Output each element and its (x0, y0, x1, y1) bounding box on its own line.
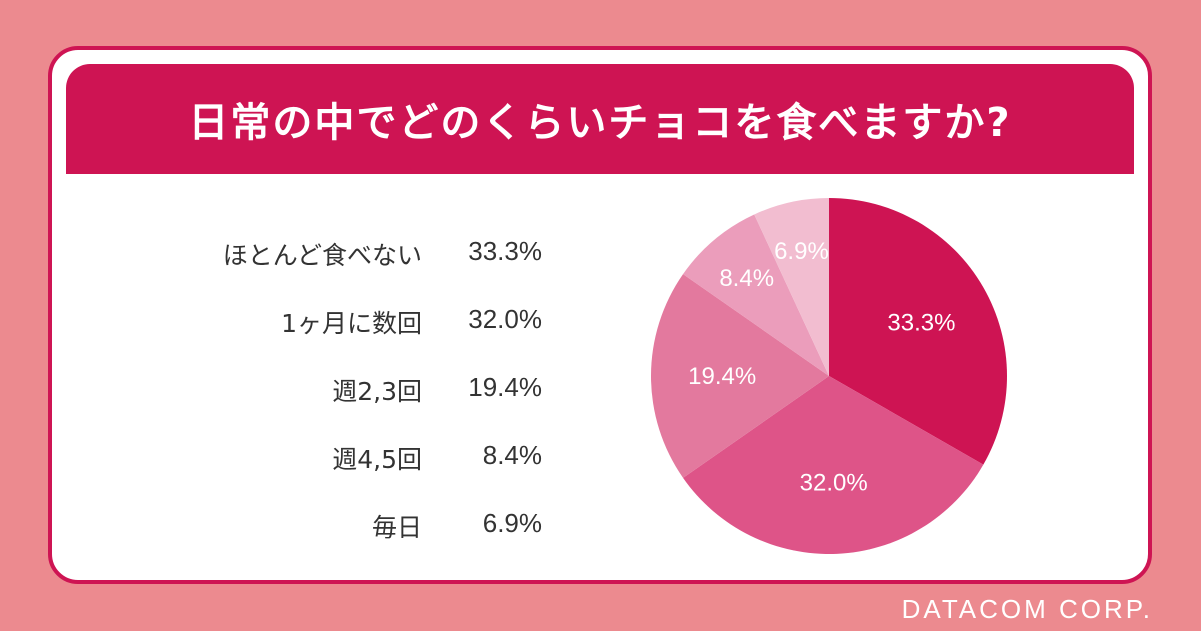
legend-value: 8.4% (482, 440, 542, 470)
slice-label: 32.0% (800, 470, 868, 497)
pie-slice (829, 198, 1007, 465)
pie-chart: 33.3% 32.0% 19.4% 8.4%6.9% (651, 198, 1007, 554)
legend-label: 週2,3回 (332, 377, 422, 406)
slice-label: 33.3% (887, 310, 955, 337)
legend-value: 33.3% (468, 236, 542, 266)
slice-label: 19.4% (688, 363, 756, 390)
pie-slice (651, 274, 829, 478)
legend-row: 毎日 6.9% (112, 508, 542, 548)
pie-slice (683, 214, 829, 376)
legend-label: 毎日 (371, 513, 422, 542)
legend-row: 1ヶ月に数回 32.0% (112, 304, 542, 344)
legend-label: 1ヶ月に数回 (281, 309, 422, 338)
legend-label: ほとんど食べない (222, 241, 422, 270)
chart-title: 日常の中でどのくらいチョコを食べますか? (188, 100, 1012, 146)
legend-row: ほとんど食べない 33.3% (112, 236, 542, 276)
title-bar: 日常の中でどのくらいチョコを食べますか? (66, 64, 1134, 174)
legend-label: 週4,5回 (332, 445, 422, 474)
pie-slice (754, 198, 829, 376)
chart-card: 日常の中でどのくらいチョコを食べますか? ほとんど食べない 33.3% 1ヶ月に… (48, 46, 1152, 584)
legend-value: 6.9% (482, 508, 542, 538)
legend-row: 週4,5回 8.4% (112, 440, 542, 480)
legend-row: 週2,3回 19.4% (112, 372, 542, 412)
legend-value: 19.4% (468, 372, 542, 402)
slice-label: 6.9% (774, 238, 829, 265)
brand-logo: DATACOM CORP. (901, 594, 1153, 624)
legend-value: 32.0% (468, 304, 542, 334)
pie-slice (683, 376, 984, 554)
slice-label: 8.4% (719, 265, 774, 292)
